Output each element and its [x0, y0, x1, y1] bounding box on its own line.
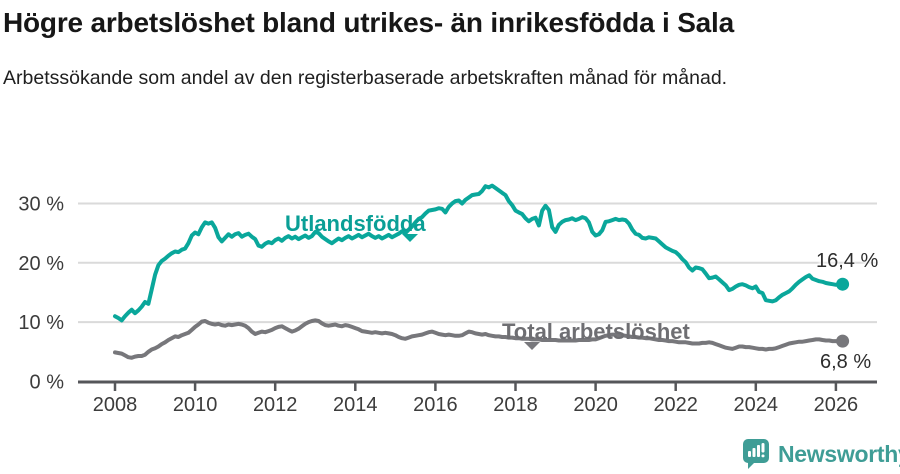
x-axis-tick-label: 2020	[573, 394, 618, 416]
x-axis-tick-label: 2026	[814, 394, 859, 416]
x-axis-tick-label: 2022	[653, 394, 698, 416]
chart-subtitle: Arbetssökande som andel av den registerb…	[3, 67, 728, 89]
y-axis-tick-label: 0 %	[30, 372, 65, 394]
y-axis-tick-label: 20 %	[18, 253, 64, 275]
total-arbetsloshet-caret-icon	[524, 342, 540, 350]
series-label-utlandsfodda: Utlandsfödda	[285, 211, 426, 236]
newsworthy-logo-icon	[743, 439, 769, 469]
series-label-total-arbetsloshet: Total arbetslöshet	[502, 319, 690, 344]
series-line-total-arbetsl-shet	[113, 318, 845, 360]
x-axis-tick-label: 2012	[253, 394, 298, 416]
page-title: Högre arbetslöshet bland utrikes- än inr…	[3, 7, 734, 38]
utlandsfodda-caret-icon	[402, 234, 418, 242]
newsworthy-logo[interactable]: Newsworthy	[742, 438, 900, 470]
x-axis-tick-label: 2008	[93, 394, 138, 416]
x-axis-tick-label: 2014	[333, 394, 378, 416]
newsworthy-brand-text: Newsworthy	[778, 440, 900, 467]
y-axis-tick-label: 30 %	[18, 193, 64, 215]
end-value-label-utlandsfodda: 16,4 %	[816, 250, 879, 272]
series-line-utlandsf-dda	[113, 183, 845, 323]
x-axis-tick-label: 2018	[493, 394, 538, 416]
x-axis-tick-label: 2024	[734, 394, 779, 416]
series-end-dot-utlandsf-dda	[836, 277, 850, 291]
series-end-dot-total-arbetsl-shet	[836, 334, 850, 348]
end-value-label-total: 6,8 %	[820, 351, 872, 373]
y-axis-tick-label: 10 %	[18, 312, 64, 334]
x-axis-tick-label: 2010	[173, 394, 218, 416]
x-axis-tick-label: 2016	[413, 394, 458, 416]
